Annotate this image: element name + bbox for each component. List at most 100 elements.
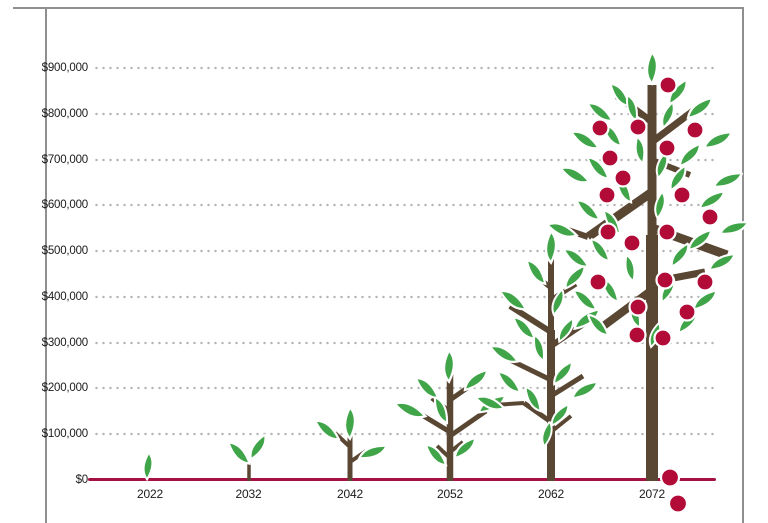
y-tick-label: $400,000: [41, 290, 89, 303]
leaf-icon: [702, 130, 733, 150]
leaf-icon: [686, 96, 714, 120]
berry-icon: [657, 222, 677, 242]
berry-icon: [598, 222, 618, 242]
tree-2062: [475, 230, 601, 481]
fallen-berry-icon: [659, 467, 681, 488]
leaf-icon: [564, 264, 586, 291]
branch: [585, 188, 655, 241]
fallen-berries: [659, 467, 689, 514]
berry-icon: [655, 270, 675, 290]
leaf-icon: [541, 420, 553, 449]
leaf-icon: [551, 288, 565, 317]
y-tick-label: $300,000: [41, 336, 89, 349]
leaf-icon: [678, 142, 702, 168]
leaf-icon: [343, 406, 357, 441]
leaf-icon: [249, 433, 267, 462]
x-tick-label: 2062: [538, 487, 564, 501]
leaf-icon: [533, 334, 545, 363]
leaf-icon: [557, 317, 575, 344]
branch: [448, 408, 488, 439]
berry-icon: [600, 148, 620, 168]
leaf-icon: [698, 190, 726, 210]
dotted-gridline: [93, 341, 715, 345]
dotted-gridline: [93, 158, 715, 162]
branch: [448, 440, 465, 454]
branch: [508, 303, 553, 335]
leaf-icon: [525, 259, 547, 286]
berry-icon: [622, 233, 642, 253]
y-tick-label: $800,000: [41, 107, 89, 120]
leaf-icon: [499, 289, 528, 311]
leaf-icon: [475, 395, 507, 411]
berry-icon: [700, 207, 720, 227]
tree-2072: [546, 51, 749, 481]
dotted-gridline: [93, 432, 715, 436]
x-axis-baseline: [88, 478, 716, 482]
y-tick-label: $700,000: [41, 153, 89, 166]
leaf-icon: [553, 360, 573, 386]
leaf-icon: [570, 130, 601, 150]
berry-icon: [628, 297, 648, 317]
leaf-icon: [712, 171, 744, 189]
dotted-gridline: [93, 203, 715, 207]
leaf-icon: [453, 436, 477, 460]
berry-icon: [628, 117, 648, 137]
y-tick-label: $200,000: [41, 382, 89, 395]
dotted-gridline: [93, 66, 715, 70]
leaf-icon: [654, 191, 666, 221]
y-tick-label: $0: [75, 474, 89, 487]
leaf-icon: [586, 156, 611, 180]
berry-icon: [677, 302, 697, 322]
berry-icon: [685, 120, 705, 140]
leaf-icon: [314, 419, 341, 441]
branch: [549, 414, 573, 434]
leaf-icon: [496, 370, 522, 394]
leaf-icon: [575, 199, 602, 221]
leaf-icon: [586, 102, 615, 122]
leaf-icon: [489, 344, 520, 364]
dotted-gridline: [93, 112, 715, 116]
berry-icon: [653, 328, 673, 348]
x-tick-label: 2072: [639, 487, 665, 501]
tree-2042: [314, 406, 388, 481]
leaf-icon: [227, 441, 252, 465]
leaf-icon: [707, 252, 736, 272]
y-tick-label: $100,000: [41, 428, 89, 441]
tree-2032: [227, 433, 267, 481]
branch: [549, 373, 585, 399]
chart-frame-left-border: [45, 7, 47, 523]
leaf-icon: [670, 242, 690, 269]
berry-icon: [590, 118, 610, 138]
leaf-icon: [424, 443, 448, 467]
leaf-icon: [687, 228, 713, 252]
x-tick-label: 2042: [337, 487, 363, 501]
leaf-icon: [655, 151, 669, 180]
x-tick-label: 2032: [235, 487, 262, 501]
chart-frame-right-border: [742, 7, 744, 523]
leaf-icon: [570, 380, 599, 400]
leaf-icon: [524, 385, 542, 413]
leaf-icon: [669, 164, 687, 193]
leaf-icon: [544, 230, 558, 265]
leaf-icon: [357, 444, 388, 460]
leaf-icon: [463, 368, 489, 392]
branch: [595, 286, 655, 334]
leaf-icon: [661, 101, 675, 130]
leaf-icon: [142, 451, 154, 482]
leaf-icon: [572, 289, 599, 311]
dotted-gridline: [93, 249, 715, 253]
leaf-icon: [559, 166, 592, 184]
leaf-icon: [645, 51, 659, 86]
leaf-icon: [634, 136, 646, 165]
leaf-icon: [393, 401, 428, 419]
leaf-icon: [624, 254, 636, 283]
tree-2022: [142, 451, 154, 482]
x-tick-label: 2052: [437, 487, 463, 501]
leaf-icon: [442, 349, 456, 384]
y-tick-label: $500,000: [41, 245, 89, 258]
branch: [522, 400, 553, 425]
fallen-berry-icon: [667, 493, 689, 514]
chart-frame-top-border: [13, 7, 744, 9]
berry-icon: [597, 185, 617, 205]
